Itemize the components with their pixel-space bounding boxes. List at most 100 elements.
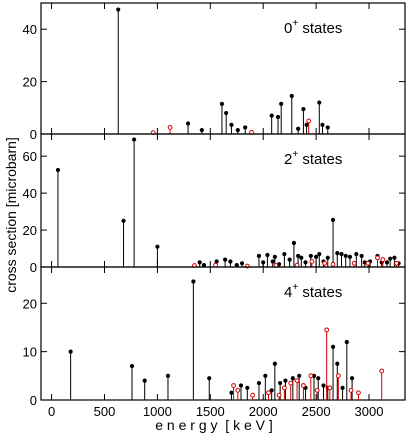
point-s1-7	[294, 378, 300, 384]
point-s1-10	[375, 255, 380, 261]
panel-1: 0 20 40 60 2+ states	[23, 133, 406, 275]
point-s0-29	[335, 251, 340, 256]
point-s0-40	[388, 256, 393, 261]
point-s0-39	[384, 260, 390, 265]
point-s0-3	[165, 373, 171, 378]
x-tick-label: 2000	[249, 404, 278, 419]
point-s1-9	[365, 260, 371, 266]
point-s0-12	[296, 126, 301, 131]
point-s0-13	[278, 380, 283, 386]
panel-title-sup: +	[292, 149, 298, 160]
point-s0-11	[269, 388, 274, 393]
point-s0-1	[185, 121, 191, 126]
panel-title-rest: states	[298, 20, 342, 37]
y-axis-label: cross section [microbarn]	[3, 137, 19, 293]
point-s0-7	[243, 125, 248, 130]
point-s0-15	[290, 376, 295, 381]
point-s0-4	[197, 260, 202, 265]
panel-title-rest: states	[298, 151, 342, 168]
point-s0-14	[270, 259, 275, 264]
point-s0-20	[321, 383, 326, 388]
point-s0-17	[325, 125, 330, 130]
point-s0-22	[330, 344, 336, 349]
point-s0-25	[317, 251, 322, 257]
panel-frame	[40, 133, 406, 268]
point-s0-10	[279, 101, 284, 106]
point-s1-0	[231, 383, 236, 388]
panel-frame	[40, 266, 406, 401]
point-s1-8	[301, 383, 306, 388]
point-s1-3	[266, 390, 271, 396]
point-s0-0	[55, 167, 61, 173]
point-s0-12	[261, 260, 266, 265]
point-s1-3	[306, 118, 312, 124]
point-s0-33	[354, 251, 359, 257]
point-s0-3	[219, 101, 225, 106]
point-s0-15	[272, 254, 277, 259]
point-s1-12	[394, 260, 399, 266]
panel-title-rest: states	[298, 284, 342, 301]
point-s0-8	[228, 259, 233, 264]
point-s0-20	[296, 253, 301, 259]
point-s1-9	[308, 373, 314, 379]
point-s1-13	[335, 373, 341, 379]
panel-title-main: 2	[284, 151, 292, 168]
point-s1-2	[250, 392, 256, 398]
x-tick-label: 500	[94, 404, 116, 419]
point-s0-2	[132, 137, 137, 142]
point-s1-8	[351, 260, 357, 266]
point-s1-5	[309, 259, 315, 264]
x-axis-label: e n e r g y [ k e V ]	[155, 417, 273, 433]
point-s1-6	[322, 260, 327, 266]
panel-title: 2+ states	[284, 149, 342, 168]
point-s1-4	[276, 392, 282, 398]
point-s0-7	[238, 383, 244, 388]
point-s0-16	[320, 122, 325, 127]
point-s0-0	[68, 349, 73, 354]
point-s1-12	[327, 385, 333, 391]
y-tick-label: 40	[23, 186, 37, 201]
point-s0-21	[299, 255, 304, 260]
point-s1-14	[348, 387, 354, 393]
point-s0-32	[347, 254, 353, 259]
point-s0-18	[287, 257, 292, 262]
point-s0-10	[263, 373, 268, 378]
point-s0-27	[325, 255, 330, 260]
y-tick-label: 60	[23, 149, 37, 164]
point-s1-1	[235, 387, 241, 393]
point-s0-14	[304, 122, 309, 127]
panel-title: 0+ states	[284, 18, 342, 37]
point-s0-19	[316, 376, 321, 381]
point-s0-6	[214, 259, 219, 264]
point-s0-23	[335, 361, 340, 366]
panel-title-sup: +	[292, 282, 298, 293]
y-tick-label: 40	[23, 22, 37, 37]
point-s0-1	[121, 218, 126, 223]
point-s0-2	[142, 378, 147, 383]
y-tick-label: 10	[23, 345, 37, 360]
point-s0-11	[289, 93, 294, 99]
y-tick-label: 20	[23, 296, 37, 311]
y-tick-label: 0	[30, 260, 37, 275]
point-s0-28	[330, 217, 336, 222]
point-s0-10	[239, 261, 245, 266]
point-s0-13	[301, 107, 306, 112]
x-tick-label: 2500	[302, 404, 331, 419]
panel-2: 0 10 20 0 500 1000 1500 2000 2500 3000 4+ states	[23, 266, 406, 419]
point-s0-16	[297, 373, 302, 378]
point-s1-5	[281, 385, 287, 391]
point-s0-4	[224, 110, 229, 116]
panel-title-main: 4	[284, 284, 292, 301]
panel-title: 4+ states	[284, 282, 342, 301]
point-s0-5	[207, 376, 212, 381]
point-s0-6	[235, 127, 240, 133]
y-tick-label: 0	[30, 127, 37, 142]
point-s1-11	[324, 327, 330, 333]
point-s0-24	[340, 385, 345, 391]
point-s1-16	[379, 368, 385, 374]
point-s0-13	[265, 252, 270, 258]
point-s0-1	[129, 364, 135, 369]
point-s0-9	[275, 114, 281, 120]
point-s0-4	[191, 279, 196, 284]
